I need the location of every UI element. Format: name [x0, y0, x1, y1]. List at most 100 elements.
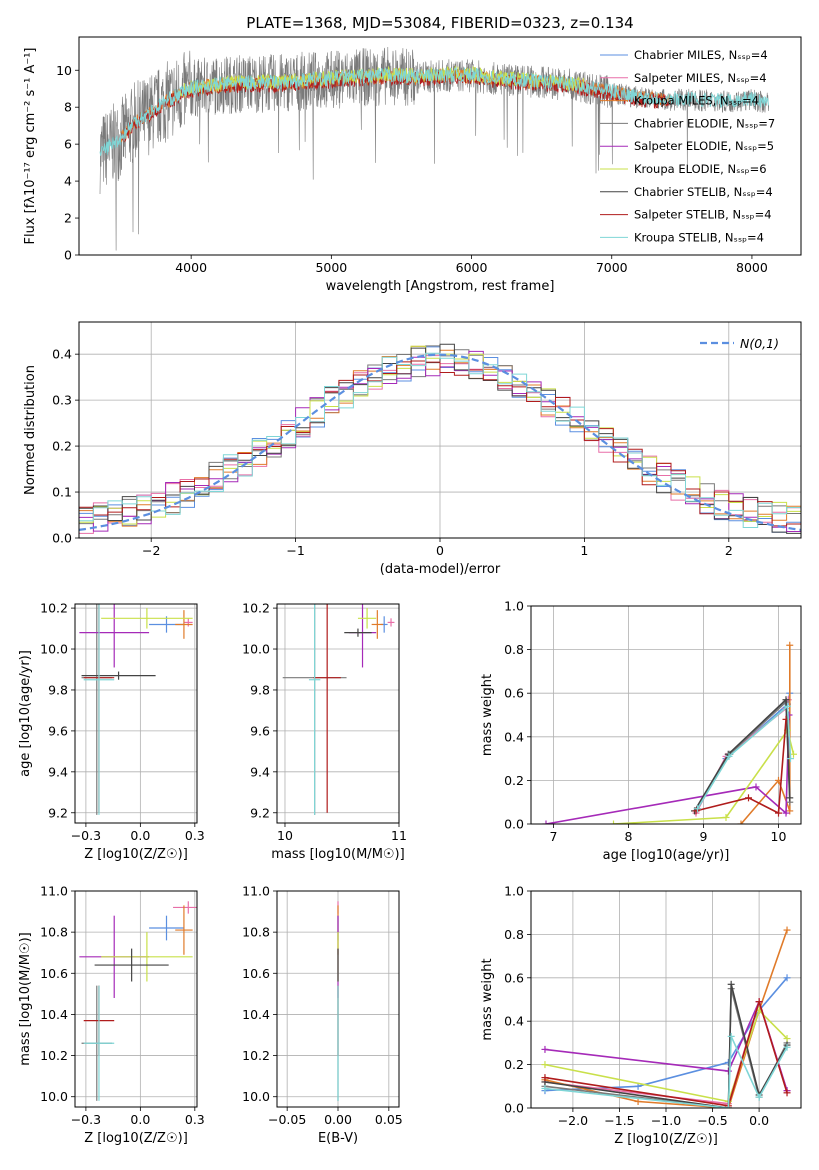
y-tick-label: 10.6 — [40, 966, 68, 981]
x-tick-label: 0.3 — [185, 1112, 205, 1127]
legend-label: N(0,1) — [740, 336, 779, 351]
series-marker — [783, 1043, 791, 1051]
data-point — [149, 915, 184, 941]
y-tick-label: 0.1 — [52, 485, 72, 500]
series-marker — [755, 1093, 763, 1101]
y-axis-label: Normed distribution — [23, 365, 38, 495]
axes-frame — [74, 890, 198, 1108]
legend-label: Chabrier STELIB, Nₛₛₚ=4 — [634, 185, 773, 199]
series-line — [544, 998, 788, 1107]
y-tick-label: 8 — [64, 100, 72, 115]
x-tick-label: 5000 — [315, 260, 347, 275]
y-tick-label: 10.6 — [242, 966, 270, 981]
grid — [75, 604, 197, 823]
data-point — [79, 604, 150, 668]
y-tick-label: 9.8 — [250, 682, 270, 697]
series-marker — [541, 1074, 549, 1082]
series-line — [693, 697, 791, 812]
y-tick-label: 9.8 — [48, 682, 68, 697]
series-marker — [782, 696, 790, 704]
axes-frame — [530, 605, 802, 825]
data-point — [313, 604, 341, 813]
x-axis-label: Z [log10(Z/Z☉)] — [614, 1132, 718, 1147]
series-kroupa-stelib-model — [99, 67, 769, 156]
data-point — [81, 671, 156, 680]
x-tick-label: 0.00 — [324, 1112, 352, 1127]
panel-age-vs-mass: 10 11 9.2 9.4 9.6 9.8 10.0 10.2 mass [log10(M/M☉… — [242, 601, 407, 862]
x-tick-label: 11 — [391, 828, 407, 843]
y-tick-label: 6 — [64, 137, 72, 152]
x-tick-label: 4000 — [175, 260, 207, 275]
legend: N(0,1) — [700, 336, 779, 351]
histogram-series — [79, 360, 801, 527]
y-axis-label: age [log10(age/yr)] — [18, 650, 33, 777]
x-tick-label: 0.05 — [375, 1112, 403, 1127]
y-tick-label: 9.6 — [48, 723, 68, 738]
y-tick-label: 9.6 — [250, 723, 270, 738]
x-tick-label: −0.3 — [71, 1112, 101, 1127]
series-marker — [724, 1067, 732, 1075]
data-point — [357, 608, 377, 629]
series-marker — [610, 820, 617, 824]
x-tick-label: 8000 — [736, 260, 768, 275]
panel-mass-weight-vs-Z: −2.0 −1.5 −1.0 −0.5 0.0 0.0 0.2 0.4 0.6 0.8 1.0 Z [… — [480, 884, 802, 1147]
x-tick-label: 6000 — [456, 260, 488, 275]
series-marker — [745, 794, 752, 802]
data-point — [101, 608, 193, 629]
x-tick-label: 8 — [625, 829, 633, 844]
y-tick-label: 0.6 — [504, 686, 524, 701]
series-line — [695, 719, 787, 815]
axes-frame — [530, 890, 802, 1109]
axes-frame — [276, 890, 400, 1108]
series-marker — [783, 1089, 791, 1097]
plot-area — [282, 604, 395, 815]
y-tick-label: 0.4 — [504, 1014, 524, 1029]
series-marker — [724, 1104, 732, 1108]
y-tick-label: 0.0 — [504, 1101, 524, 1116]
y-tick-label: 1.0 — [504, 599, 524, 614]
y-axis-label: mass [log10(M/M☉)] — [18, 932, 33, 1065]
series-marker — [786, 794, 794, 802]
data-point — [175, 905, 193, 955]
data-point — [387, 618, 395, 627]
y-axis-label: mass weight — [480, 958, 495, 1040]
x-tick-label: 0.0 — [130, 828, 150, 843]
series-marker — [783, 1035, 791, 1043]
series-marker — [790, 750, 797, 758]
y-tick-label: 0.6 — [504, 970, 524, 985]
x-tick-label: 9 — [700, 829, 708, 844]
axes-frame — [276, 603, 400, 824]
series-marker — [752, 783, 760, 791]
x-axis-label: Z [log10(Z/Z☉)] — [84, 847, 188, 862]
y-tick-label: 10.8 — [40, 925, 68, 940]
data-point — [371, 610, 384, 639]
series-marker — [786, 807, 794, 815]
axes-frame — [78, 36, 802, 256]
y-axis-label: Flux [fλ10⁻¹⁷ erg cm⁻² s⁻¹ A⁻¹] — [23, 48, 38, 245]
x-tick-label: −0.05 — [268, 1112, 306, 1127]
panel-mass-vs-Z: −0.3 0.0 0.3 10.0 10.2 10.4 10.6 10.8 11.0 Z [log… — [18, 884, 205, 1147]
axes-frame — [78, 321, 802, 539]
plot-area — [99, 46, 769, 251]
panel-mass-weight-vs-age: 7 8 9 10 0.0 0.2 0.4 0.6 0.8 1.0 age [log10(age/yr… — [480, 599, 802, 863]
y-tick-label: 4 — [64, 174, 72, 189]
y-tick-label: 0.4 — [504, 729, 524, 744]
data-point — [101, 932, 193, 982]
y-tick-label: 10.2 — [40, 1048, 68, 1063]
x-tick-label: 10 — [277, 828, 293, 843]
series-marker — [787, 755, 794, 763]
y-tick-label: 10 — [56, 63, 72, 78]
figure-title: PLATE=1368, MJD=53084, FIBERID=0323, z=0… — [246, 14, 633, 32]
plot-area — [79, 901, 197, 1101]
panel-spectrum: 4000 5000 6000 7000 8000 0 2 4 6 8 10 wavelength [A… — [23, 36, 802, 294]
y-tick-label: 11.0 — [242, 884, 270, 899]
plot-area — [542, 641, 797, 824]
y-tick-label: 0.8 — [504, 642, 524, 657]
y-tick-label: 11.0 — [40, 884, 68, 899]
legend-label: Kroupa ELODIE, Nₛₛₚ=6 — [634, 162, 767, 176]
data-point — [183, 618, 193, 627]
x-tick-label: −1 — [286, 543, 304, 558]
grid — [531, 890, 801, 1109]
y-tick-label: 0 — [64, 248, 72, 263]
series-marker — [541, 1061, 549, 1069]
